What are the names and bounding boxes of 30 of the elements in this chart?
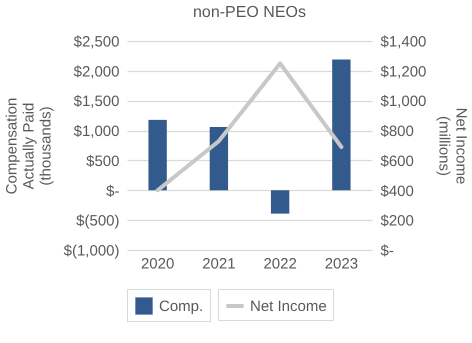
bar	[210, 126, 228, 190]
line-series	[156, 61, 344, 192]
y-tick-label: $(500)	[76, 212, 120, 230]
y2-tick-label: $800	[380, 123, 414, 140]
legend-label: Net Income	[250, 298, 327, 315]
y2-tick-label: $600	[380, 152, 414, 170]
x-tick-label: 2023	[324, 256, 358, 272]
y-tick-label: $-	[106, 182, 120, 200]
y2-tick-label: $200	[380, 212, 414, 230]
y-tick-label: $500	[86, 152, 120, 170]
x-tick-label: 2022	[263, 256, 297, 272]
y-tick-label: $(1,000)	[64, 242, 120, 260]
y-tick-label: $1,000	[74, 123, 120, 140]
y-tick-label: $2,500	[74, 34, 120, 50]
y2-tick-label: $1,200	[380, 63, 426, 80]
x-tick-label: 2020	[140, 256, 174, 272]
y2-axis-title: Net Income (millions)	[435, 108, 470, 184]
y-tick-label: $1,500	[74, 93, 120, 110]
chart-title: non-PEO NEOs	[193, 4, 306, 21]
y2-tick-label: $-	[380, 242, 394, 260]
bar	[332, 60, 351, 190]
bar	[270, 190, 290, 214]
legend-label: Comp.	[159, 298, 204, 315]
y-tick-label: $2,000	[74, 63, 120, 80]
y2-tick-label: $1,000	[380, 93, 426, 110]
y2-tick-label: $1,400	[380, 34, 426, 50]
x-tick-label: 2021	[202, 256, 236, 272]
bar	[148, 120, 167, 190]
y2-tick-label: $400	[380, 182, 414, 200]
y-axis-title: Compensation Actually Paid (thousands)	[4, 98, 55, 194]
